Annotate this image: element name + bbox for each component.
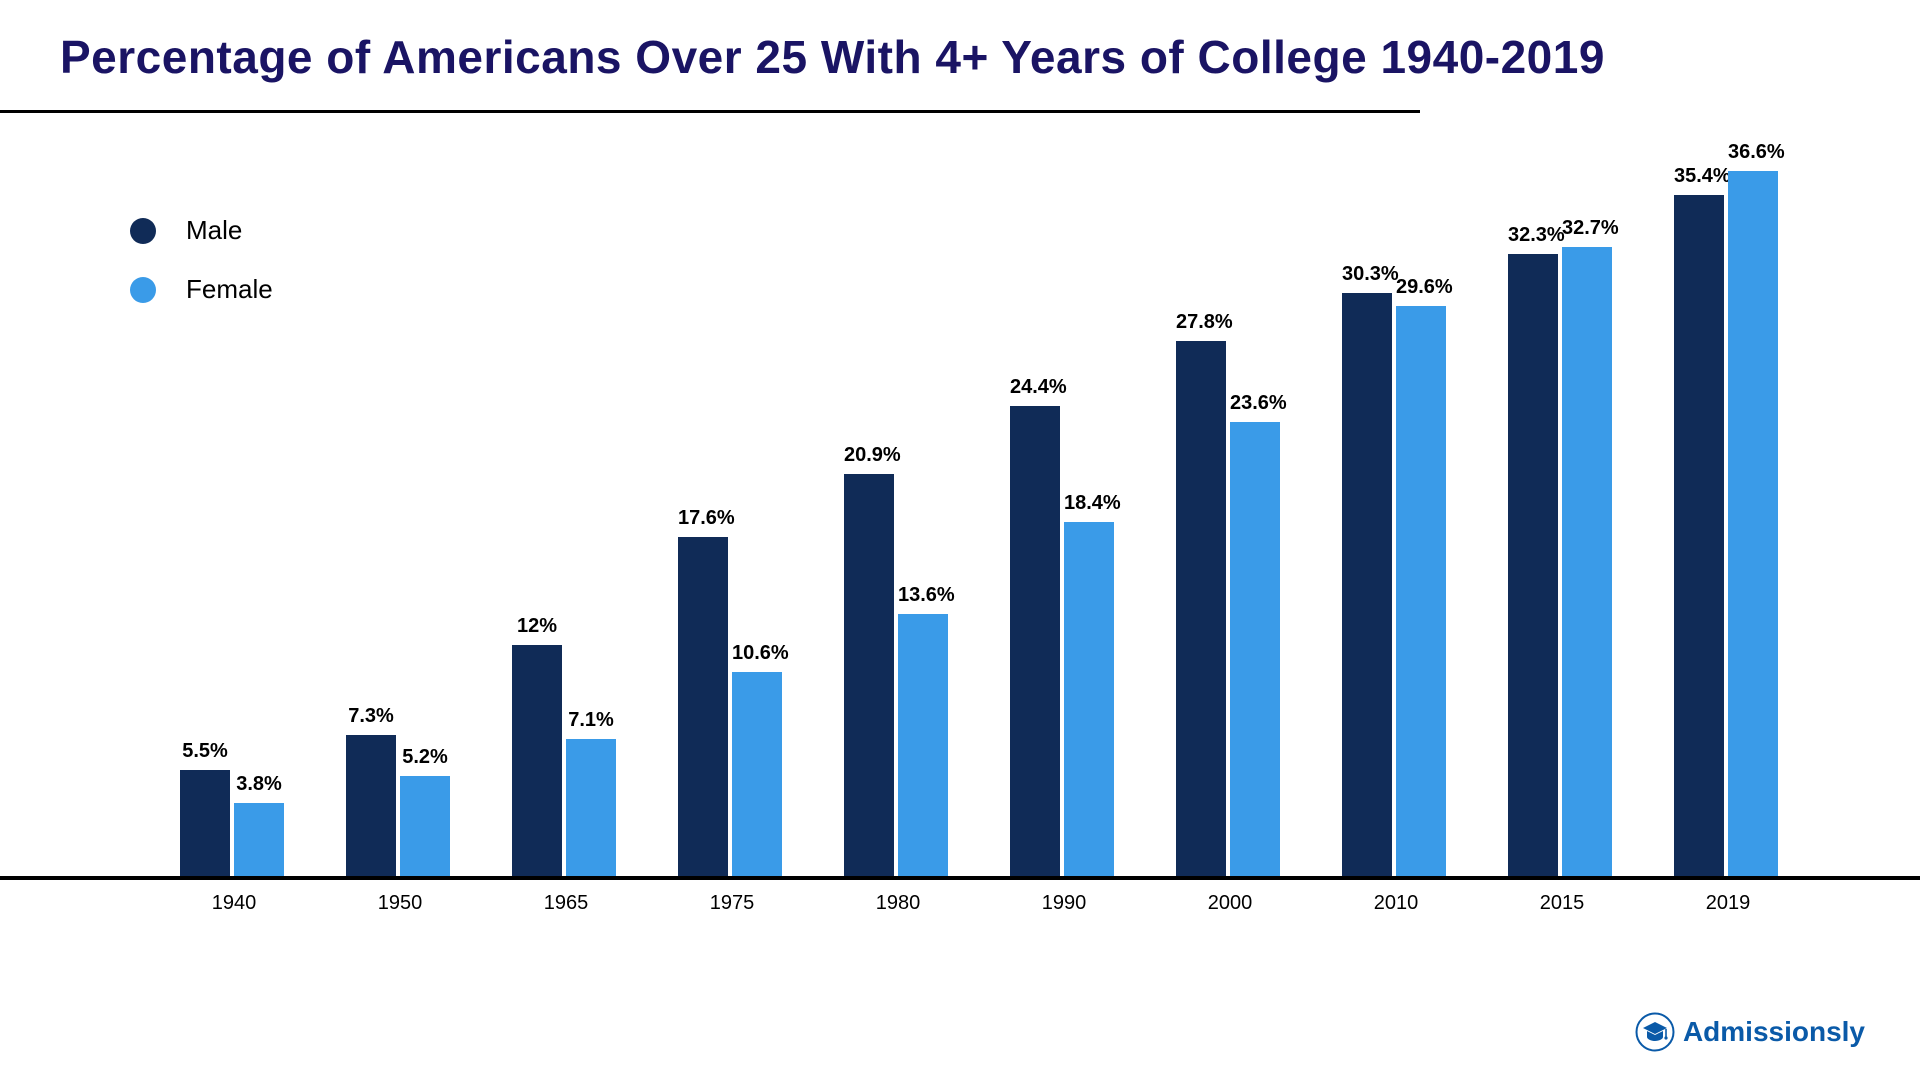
brand-logo: Admissionsly [1635, 1012, 1865, 1052]
bar-value-label: 20.9% [844, 444, 894, 467]
bar-value-label: 3.8% [234, 773, 284, 796]
bar-value-label: 30.3% [1342, 263, 1392, 286]
bar-value-label: 35.4% [1674, 165, 1724, 188]
bar-value-label: 5.2% [400, 746, 450, 769]
bar-male: 32.3% [1508, 254, 1558, 876]
bar-value-label: 23.6% [1230, 392, 1280, 415]
x-axis-label: 2010 [1342, 892, 1450, 915]
brand-text: Admissionsly [1683, 1016, 1865, 1048]
bar-male: 20.9% [844, 474, 894, 876]
x-axis-label: 2000 [1176, 892, 1284, 915]
bar-value-label: 10.6% [732, 642, 782, 665]
x-axis-label: 1940 [180, 892, 288, 915]
x-axis-label: 1980 [844, 892, 952, 915]
bar-value-label: 36.6% [1728, 141, 1778, 164]
bar-male: 17.6% [678, 537, 728, 876]
bar-female: 10.6% [732, 672, 782, 876]
bar-value-label: 32.3% [1508, 224, 1558, 247]
plot-area: 5.5%3.8%19407.3%5.2%195012%7.1%196517.6%… [120, 110, 1800, 880]
bar-value-label: 32.7% [1562, 217, 1612, 240]
x-axis-line [0, 876, 1920, 880]
bar-value-label: 17.6% [678, 507, 728, 530]
x-axis-label: 1990 [1010, 892, 1118, 915]
x-axis-label: 1975 [678, 892, 786, 915]
x-axis-label: 1950 [346, 892, 454, 915]
x-axis-label: 2015 [1508, 892, 1616, 915]
bar-male: 5.5% [180, 770, 230, 876]
bar-female: 18.4% [1064, 522, 1114, 876]
bar-male: 35.4% [1674, 195, 1724, 876]
bar-value-label: 13.6% [898, 584, 948, 607]
bar-female: 7.1% [566, 739, 616, 876]
bar-male: 24.4% [1010, 406, 1060, 876]
chart-title: Percentage of Americans Over 25 With 4+ … [60, 30, 1605, 84]
bar-female: 29.6% [1396, 306, 1446, 876]
bar-chart: 5.5%3.8%19407.3%5.2%195012%7.1%196517.6%… [120, 110, 1800, 920]
x-axis-label: 2019 [1674, 892, 1782, 915]
bar-male: 12% [512, 645, 562, 876]
page: Percentage of Americans Over 25 With 4+ … [0, 0, 1920, 1080]
bar-female: 36.6% [1728, 171, 1778, 876]
graduation-cap-icon [1635, 1012, 1675, 1052]
bar-female: 13.6% [898, 614, 948, 876]
bar-male: 30.3% [1342, 293, 1392, 876]
bar-value-label: 18.4% [1064, 492, 1114, 515]
bar-value-label: 29.6% [1396, 276, 1446, 299]
x-axis-label: 1965 [512, 892, 620, 915]
bar-female: 3.8% [234, 803, 284, 876]
brand-icon [1635, 1012, 1675, 1052]
bar-value-label: 7.3% [346, 705, 396, 728]
bar-male: 27.8% [1176, 341, 1226, 876]
bar-value-label: 24.4% [1010, 376, 1060, 399]
bar-female: 23.6% [1230, 422, 1280, 876]
bar-male: 7.3% [346, 735, 396, 876]
bar-female: 32.7% [1562, 247, 1612, 876]
bar-value-label: 5.5% [180, 740, 230, 763]
bar-female: 5.2% [400, 776, 450, 876]
bar-value-label: 12% [512, 615, 562, 638]
bar-value-label: 27.8% [1176, 311, 1226, 334]
bar-value-label: 7.1% [566, 709, 616, 732]
